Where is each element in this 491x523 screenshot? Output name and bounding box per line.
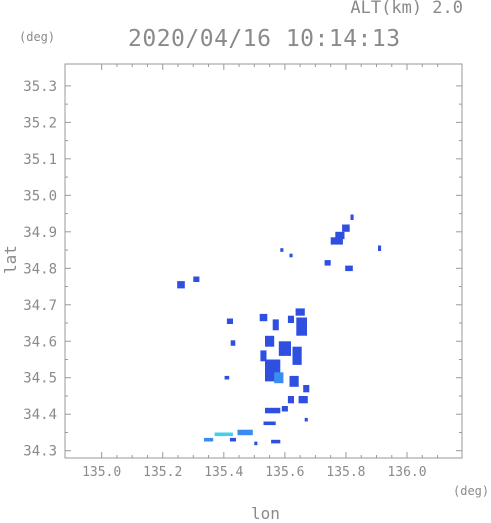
echo-cell bbox=[324, 260, 331, 266]
echo-cell bbox=[230, 340, 236, 346]
echo-cell bbox=[274, 372, 284, 384]
echo-cell bbox=[303, 385, 310, 393]
timestamp-title: 2020/04/16 10:14:13 bbox=[128, 26, 401, 52]
echo-cell bbox=[378, 245, 382, 251]
echo-cell bbox=[295, 308, 305, 316]
y-unit-label: (deg) bbox=[19, 30, 56, 44]
echo-cell bbox=[260, 350, 267, 362]
x-tick-label: 135.8 bbox=[326, 465, 365, 480]
x-axis-label: lon bbox=[251, 504, 280, 523]
echo-cell bbox=[237, 429, 253, 436]
echo-cell bbox=[204, 437, 214, 442]
echo-cell bbox=[263, 421, 276, 426]
echo-cell bbox=[335, 231, 345, 240]
echo-cell bbox=[254, 441, 258, 446]
y-tick-label: 34.3 bbox=[23, 444, 57, 460]
echo-cell bbox=[289, 253, 293, 258]
y-tick-label: 35.1 bbox=[23, 152, 57, 168]
y-tick-label: 35.2 bbox=[23, 115, 57, 131]
y-tick-label: 35.0 bbox=[23, 188, 57, 204]
x-tick-label: 135.0 bbox=[82, 465, 121, 480]
echo-cell bbox=[214, 432, 233, 437]
echo-cell bbox=[350, 214, 354, 220]
y-tick-label: 34.8 bbox=[23, 261, 57, 277]
echo-cell bbox=[229, 437, 236, 442]
echo-cell bbox=[280, 248, 284, 252]
x-axis: 135.0 135.2 135.4 135.6 135.8 136.0 bbox=[82, 64, 439, 480]
echo-cell bbox=[265, 335, 275, 347]
x-tick-label: 135.6 bbox=[265, 465, 304, 480]
echo-cell bbox=[193, 276, 200, 282]
echo-cell bbox=[271, 439, 281, 444]
echo-cell bbox=[287, 396, 294, 404]
x-tick-label: 135.2 bbox=[143, 465, 182, 480]
echo-cell bbox=[177, 281, 185, 289]
echo-cell bbox=[224, 375, 230, 380]
y-tick-label: 34.7 bbox=[23, 298, 57, 314]
altitude-label: ALT(km) 2.0 bbox=[350, 0, 463, 18]
echo-cell bbox=[345, 265, 353, 272]
y-tick-label: 34.4 bbox=[23, 407, 57, 423]
echo-cell bbox=[304, 417, 308, 422]
echo-cell bbox=[289, 375, 299, 387]
x-unit-label: (deg) bbox=[453, 484, 490, 498]
echo-cell bbox=[265, 407, 281, 414]
y-tick-label: 34.9 bbox=[23, 225, 57, 241]
echo-cells bbox=[177, 214, 382, 446]
echo-cell bbox=[292, 346, 302, 365]
echo-cell bbox=[342, 224, 350, 232]
echo-cell bbox=[296, 317, 307, 336]
echo-cell bbox=[278, 341, 291, 356]
echo-cell bbox=[281, 406, 288, 412]
y-tick-label: 35.3 bbox=[23, 79, 57, 95]
echo-cell bbox=[330, 237, 343, 245]
echo-cell bbox=[298, 396, 308, 404]
x-tick-label: 136.0 bbox=[387, 465, 426, 480]
echo-cell bbox=[226, 318, 233, 324]
y-tick-label: 34.6 bbox=[23, 334, 57, 350]
echo-cell bbox=[259, 313, 268, 322]
y-axis: 34.3 34.4 34.5 34.6 34.7 34.8 34.9 35.0 35.1 35.2… bbox=[23, 79, 462, 460]
y-tick-label: 34.5 bbox=[23, 371, 57, 387]
x-tick-label: 135.4 bbox=[204, 465, 243, 480]
echo-cell bbox=[287, 315, 294, 323]
echo-cell bbox=[272, 319, 279, 331]
plot-frame bbox=[64, 63, 463, 459]
